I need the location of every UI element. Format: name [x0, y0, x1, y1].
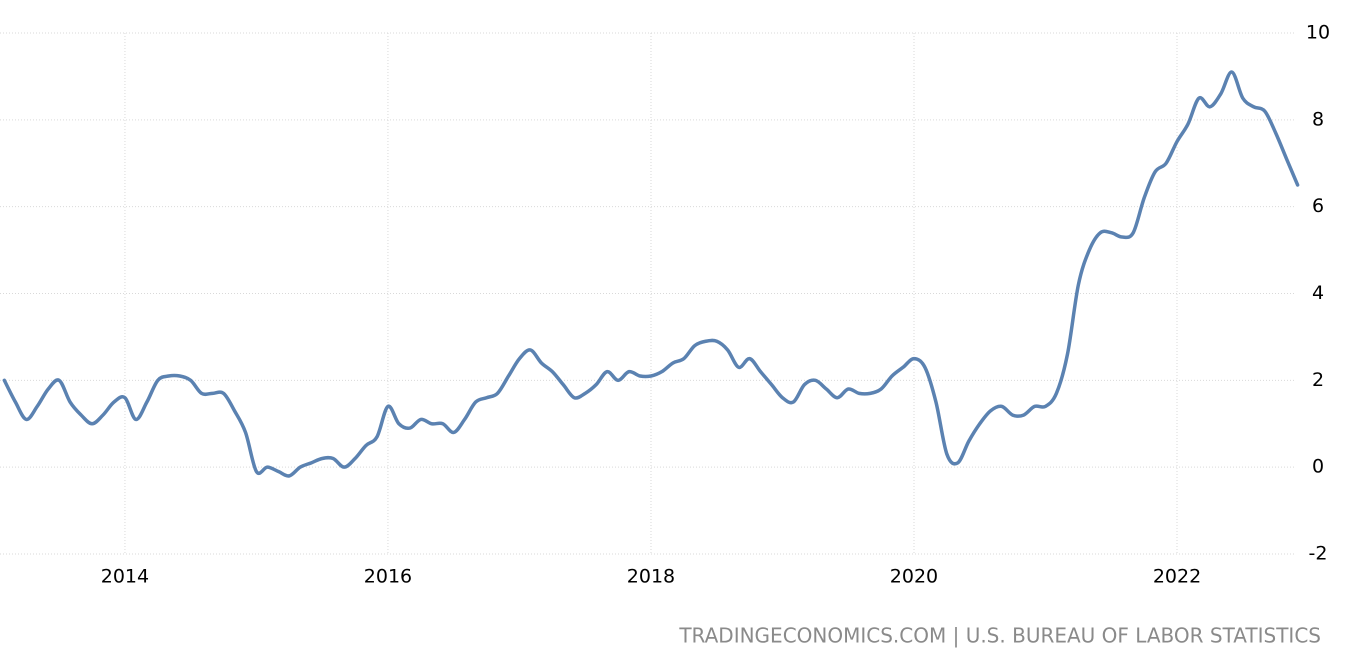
source-note: TRADINGECONOMICS.COM | U.S. BUREAU OF LA…: [678, 624, 1321, 648]
x-tick-label: 2014: [101, 566, 149, 588]
x-tick-label: 2022: [1153, 566, 1201, 588]
x-tick-label: 2020: [890, 566, 938, 588]
x-tick-label: 2018: [627, 566, 675, 588]
y-tick-label: -2: [1309, 543, 1328, 565]
y-tick-label: 4: [1312, 282, 1324, 304]
y-tick-label: 6: [1312, 195, 1324, 217]
y-tick-label: 8: [1312, 108, 1324, 130]
y-tick-label: 2: [1312, 369, 1324, 391]
y-tick-label: 10: [1306, 22, 1330, 44]
data-line: [2, 70, 1300, 478]
x-tick-label: 2016: [364, 566, 412, 588]
y-tick-label: 0: [1312, 456, 1324, 478]
